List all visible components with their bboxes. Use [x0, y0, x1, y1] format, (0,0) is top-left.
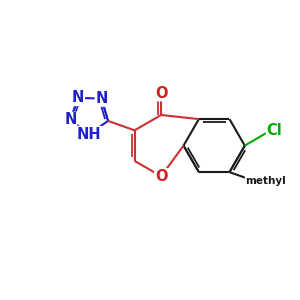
Text: N: N — [95, 91, 108, 106]
Text: methyl: methyl — [245, 176, 286, 186]
Text: Cl: Cl — [266, 123, 282, 138]
Text: N: N — [72, 90, 84, 105]
Text: N: N — [64, 112, 76, 128]
Text: O: O — [155, 169, 167, 184]
Text: O: O — [155, 85, 167, 100]
Text: NH: NH — [76, 127, 101, 142]
